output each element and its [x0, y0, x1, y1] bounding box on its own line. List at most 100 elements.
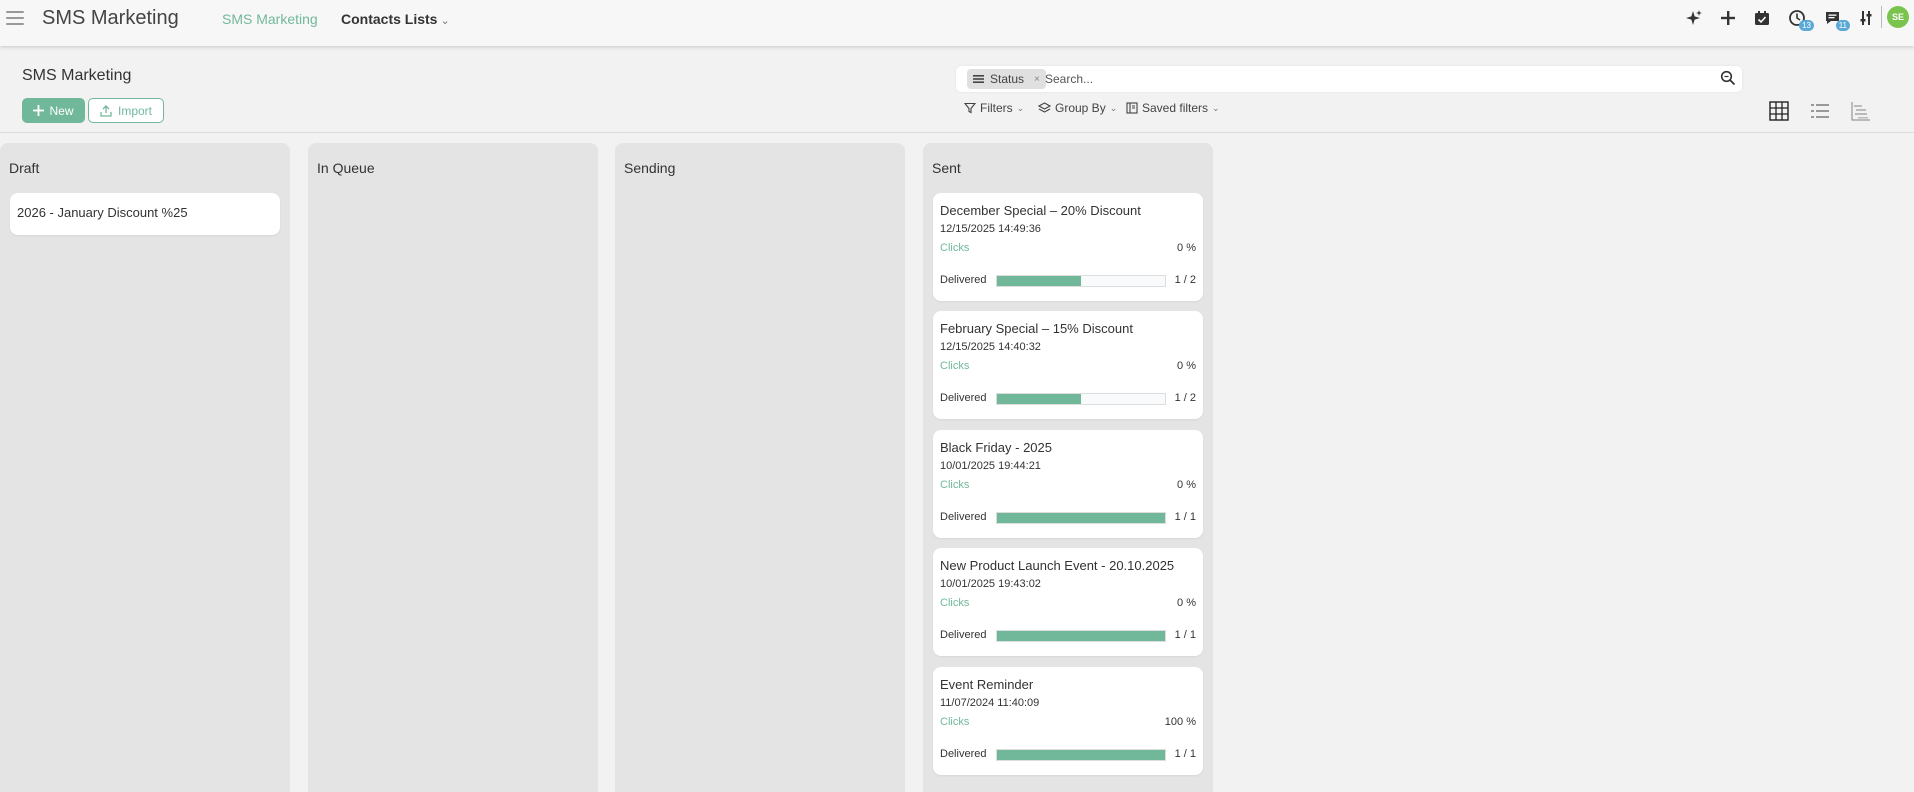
progress-fill: [997, 276, 1081, 286]
chevron-down-icon: ⌄: [1212, 102, 1220, 113]
clicks-label[interactable]: Clicks: [940, 242, 970, 254]
clicks-label[interactable]: Clicks: [940, 716, 970, 728]
delivered-label: Delivered: [940, 629, 987, 641]
delivered-progress-bar: [996, 749, 1166, 761]
kanban-card[interactable]: Black Friday - 2025 10/01/2025 19:44:21 …: [933, 430, 1203, 538]
kanban-card[interactable]: December Special – 20% Discount 12/15/20…: [933, 193, 1203, 301]
kanban-column-sent: Sent December Special – 20% Discount 12/…: [923, 143, 1213, 792]
upload-icon: [100, 104, 112, 117]
nav-item-label: Contacts Lists: [341, 11, 438, 27]
clicks-label[interactable]: Clicks: [940, 597, 970, 609]
delivered-value: 1 / 2: [1174, 392, 1196, 404]
progress-fill: [997, 631, 1165, 641]
delivered-label: Delivered: [940, 511, 987, 523]
page-title: SMS Marketing: [22, 67, 132, 84]
calendar-icon[interactable]: [1751, 7, 1773, 29]
list-view-icon[interactable]: [1810, 101, 1830, 124]
card-title: December Special – 20% Discount: [940, 203, 1141, 218]
card-date: 10/01/2025 19:44:21: [940, 460, 1041, 472]
card-title: Event Reminder: [940, 677, 1034, 692]
delivered-value: 1 / 1: [1174, 748, 1196, 760]
nav-item-sms-marketing[interactable]: SMS Marketing: [222, 11, 318, 27]
systray-divider: [1881, 6, 1882, 28]
group-by-label: Group By: [1055, 101, 1106, 115]
book-icon: [1126, 102, 1138, 114]
filters-label: Filters: [980, 101, 1013, 115]
new-button[interactable]: New: [22, 98, 85, 123]
chevron-down-icon: ⌄: [1109, 102, 1118, 113]
app-title[interactable]: SMS Marketing: [42, 7, 179, 29]
progress-fill: [997, 394, 1081, 404]
card-title: 2026 - January Discount %25: [17, 205, 188, 220]
activity-clock-icon[interactable]: 13: [1786, 7, 1814, 31]
import-button[interactable]: Import: [88, 98, 164, 123]
saved-filters-label: Saved filters: [1142, 101, 1209, 115]
group-by-dropdown[interactable]: Group By ⌄: [1038, 101, 1117, 115]
progress-fill: [997, 750, 1165, 760]
top-navbar: SMS Marketing SMS Marketing Contacts Lis…: [0, 0, 1914, 46]
column-title[interactable]: Draft: [9, 160, 40, 176]
clicks-value: 0 %: [1177, 242, 1196, 254]
column-title[interactable]: Sent: [932, 160, 961, 176]
control-panel: SMS Marketing New Import Status × Filter…: [0, 46, 1914, 133]
filters-dropdown[interactable]: Filters ⌄: [964, 101, 1024, 115]
nav-item-contacts-lists[interactable]: Contacts Lists ⌄: [341, 11, 450, 27]
kanban-column-sending: Sending: [615, 143, 905, 792]
facet-label: Status: [990, 72, 1025, 86]
delivered-value: 1 / 2: [1174, 274, 1196, 286]
clicks-value: 0 %: [1177, 360, 1196, 372]
remove-facet-icon[interactable]: ×: [1034, 73, 1040, 85]
clicks-label[interactable]: Clicks: [940, 479, 970, 491]
delivered-value: 1 / 1: [1174, 511, 1196, 523]
progress-fill: [997, 513, 1165, 523]
delivered-progress-bar: [996, 630, 1166, 642]
card-title: New Product Launch Event - 20.10.2025: [940, 558, 1175, 573]
import-button-label: Import: [117, 103, 152, 118]
saved-filters-dropdown[interactable]: Saved filters ⌄: [1126, 101, 1220, 115]
clicks-label[interactable]: Clicks: [940, 360, 970, 372]
kanban-card[interactable]: 2026 - January Discount %25: [10, 193, 280, 235]
chevron-down-icon: ⌄: [440, 15, 450, 27]
column-title[interactable]: Sending: [624, 160, 676, 176]
user-avatar[interactable]: SE: [1887, 6, 1909, 28]
kanban-board: Draft 2026 - January Discount %25 In Que…: [0, 143, 1914, 792]
clicks-value: 100 %: [1164, 716, 1196, 728]
search-bar: Status ×: [956, 66, 1742, 92]
card-title: Black Friday - 2025: [940, 440, 1052, 455]
plus-icon[interactable]: [1717, 7, 1739, 29]
new-button-label: New: [49, 103, 74, 118]
kanban-view-icon[interactable]: [1769, 101, 1789, 124]
clicks-value: 0 %: [1177, 479, 1196, 491]
status-facet[interactable]: Status ×: [967, 69, 1046, 89]
messages-icon[interactable]: 11: [1822, 7, 1850, 31]
card-date: 10/01/2025 19:43:02: [940, 578, 1041, 590]
search-icon[interactable]: [1720, 70, 1736, 89]
delivered-label: Delivered: [940, 274, 987, 286]
delivered-progress-bar: [996, 275, 1166, 287]
settings-sliders-icon[interactable]: [1855, 7, 1877, 29]
ai-sparkle-icon[interactable]: [1683, 7, 1705, 29]
gantt-view-icon[interactable]: [1851, 101, 1871, 124]
card-title: February Special – 15% Discount: [940, 321, 1133, 336]
column-title[interactable]: In Queue: [317, 160, 375, 176]
kanban-card[interactable]: Event Reminder 11/07/2024 11:40:09 Click…: [933, 667, 1203, 775]
card-date: 11/07/2024 11:40:09: [940, 697, 1040, 709]
delivered-progress-bar: [996, 393, 1166, 405]
messages-count-badge: 11: [1835, 20, 1850, 31]
card-date: 12/15/2025 14:49:36: [940, 223, 1041, 235]
kanban-card[interactable]: New Product Launch Event - 20.10.2025 10…: [933, 548, 1203, 656]
card-date: 12/15/2025 14:40:32: [940, 341, 1041, 353]
kanban-column-draft: Draft 2026 - January Discount %25: [0, 143, 290, 792]
delivered-progress-bar: [996, 512, 1166, 524]
delivered-label: Delivered: [940, 392, 987, 404]
clicks-value: 0 %: [1177, 597, 1196, 609]
activity-count-badge: 13: [1799, 20, 1814, 31]
layers-icon: [1038, 102, 1051, 113]
kanban-card[interactable]: February Special – 15% Discount 12/15/20…: [933, 311, 1203, 419]
menu-toggle-icon[interactable]: [6, 8, 26, 28]
delivered-label: Delivered: [940, 748, 987, 760]
search-input[interactable]: [1045, 70, 1645, 88]
delivered-value: 1 / 1: [1174, 629, 1196, 641]
chevron-down-icon: ⌄: [1016, 102, 1025, 113]
filter-icon: [964, 102, 976, 114]
